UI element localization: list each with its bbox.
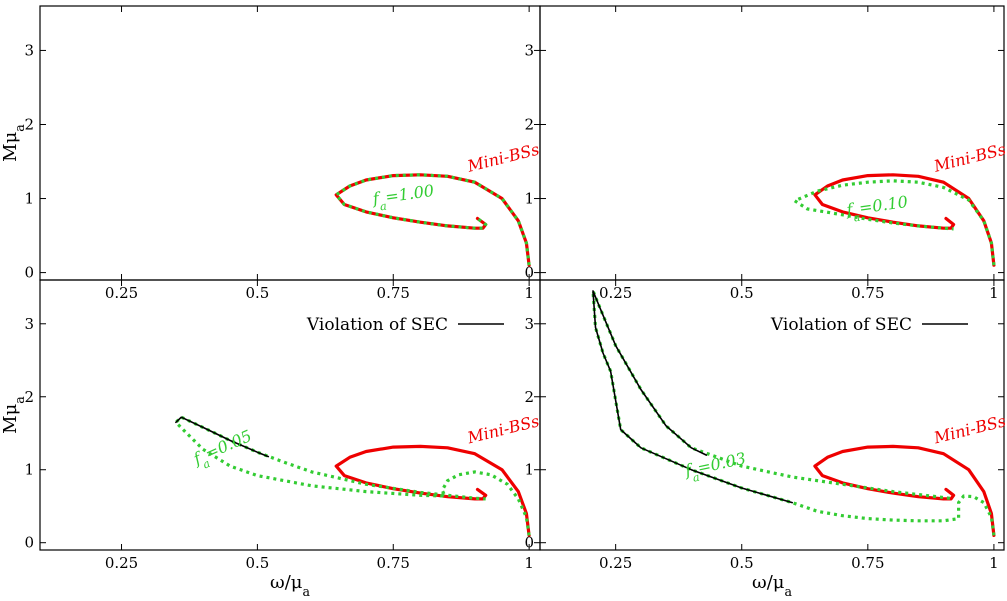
x-tick-label: 0.25 (105, 554, 138, 572)
y-tick-label: 2 (24, 388, 34, 406)
panel-frame (539, 5, 1005, 281)
panel-3: 0.25 0.5 0.75 1 0 1 2 3 Mμa ω/μa Mini-BSs fa=0.05 Vi… (0, 279, 542, 599)
y-axis-label: Mμa (0, 396, 27, 434)
y-axis-label: Mμa (0, 124, 27, 162)
y-tick-label: 0 (524, 534, 534, 552)
y-tick-label: 0 (524, 264, 534, 282)
x-tick-label: 0.25 (599, 284, 632, 302)
mini-bs-label: Mini-BSs (931, 140, 1007, 176)
x-tick-label: 1 (989, 284, 999, 302)
x-tick-label: 0.5 (730, 554, 754, 572)
y-tick-label: 1 (524, 461, 534, 479)
y-tick-label: 3 (24, 315, 34, 333)
y-tick-label: 1 (24, 461, 34, 479)
panel-4: 0.25 0.5 0.75 10123ω/μaMini-BSsfa=0.03Viola… (524, 279, 1007, 599)
series-axion-bs (591, 289, 996, 536)
mini-bs-label: Mini-BSs (465, 140, 542, 176)
y-tick-label: 3 (524, 41, 534, 59)
x-tick-label: 0.25 (599, 554, 632, 572)
series-mini-bs (813, 444, 996, 538)
x-tick-label: 0.75 (851, 554, 884, 572)
series-axion-bs (793, 179, 996, 266)
y-tick-label: 1 (524, 190, 534, 208)
x-tick-label: 0.75 (377, 284, 410, 302)
curve-label: fa=0.05 (190, 426, 257, 474)
series-mini-bs (813, 173, 996, 267)
y-tick-label: 3 (524, 315, 534, 333)
mini-bs-label: Mini-BSs (465, 411, 542, 447)
mini-bs-label: Mini-BSs (931, 411, 1007, 447)
x-tick-label: 0.75 (851, 284, 884, 302)
series-axion-bs (334, 173, 531, 266)
x-tick-label: 1 (524, 554, 534, 572)
x-tick-label: 0.25 (105, 284, 138, 302)
x-tick-label: 0.5 (245, 554, 269, 572)
y-tick-label: 3 (24, 41, 34, 59)
series-axion-bs (174, 415, 531, 536)
series-sec-violation (175, 416, 270, 458)
x-tick-label: 0.75 (377, 554, 410, 572)
y-tick-label: 1 (24, 190, 34, 208)
legend-label: Violation of SEC (770, 315, 912, 335)
x-tick-label: 0.5 (730, 284, 754, 302)
panel-frame (39, 5, 541, 281)
x-tick-label: 1 (524, 284, 534, 302)
x-axis-label: ω/μa (270, 572, 310, 599)
y-tick-label: 2 (524, 388, 534, 406)
panel-frame (39, 279, 541, 551)
x-tick-label: 1 (989, 554, 999, 572)
series-sec-violation (592, 290, 794, 504)
y-tick-label: 2 (24, 115, 34, 133)
y-tick-label: 2 (524, 115, 534, 133)
y-tick-label: 0 (24, 264, 34, 282)
panel-frame (539, 279, 1005, 551)
panel-1: 0.25 0.5 0.75 1 0 1 2 3 Mμa Mini-BSs fa=1.00 (0, 5, 542, 302)
y-tick-label: 0 (24, 534, 34, 552)
x-axis-label: ω/μa (752, 572, 792, 599)
x-tick-label: 0.5 (245, 284, 269, 302)
legend-label: Violation of SEC (306, 315, 448, 335)
curve-label: fa=1.00 (371, 181, 436, 214)
